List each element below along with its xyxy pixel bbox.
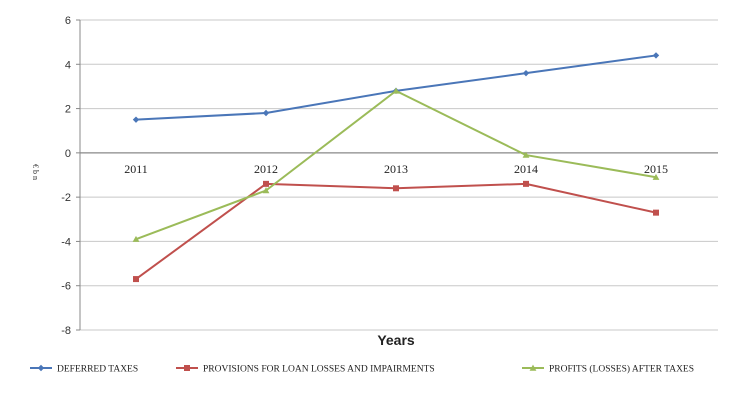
x-axis-category-labels: 2011 2012 2013 2014 2015 [124, 162, 668, 176]
y-tick-label: 0 [65, 148, 71, 160]
y-tick-label: -2 [61, 192, 71, 204]
data-point-marker [133, 276, 139, 283]
y-tick-label: -6 [61, 281, 71, 293]
data-point-marker [522, 151, 530, 158]
y-tick-label: 6 [65, 15, 71, 27]
data-point-marker [262, 109, 270, 117]
data-point-marker [392, 87, 400, 94]
data-point-marker [262, 187, 270, 194]
data-point-marker [132, 116, 140, 123]
data-point-marker [37, 364, 45, 372]
legend-item: PROVISIONS FOR LOAN LOSSES AND IMPAIRMEN… [176, 365, 435, 375]
legend-label: PROVISIONS FOR LOAN LOSSES AND IMPAIRMEN… [203, 365, 435, 375]
series-2 [133, 180, 659, 283]
legend: DEFERRED TAXES PROVISIONS FOR LOAN LOSSES… [30, 364, 694, 375]
x-category-label: 2012 [254, 162, 278, 176]
x-axis-title: Years [377, 332, 415, 348]
data-point-marker [653, 209, 659, 216]
y-tick-label: 2 [65, 104, 71, 116]
y-axis-title: € b n [31, 164, 40, 180]
data-point-marker [652, 52, 660, 59]
legend-label: DEFERRED TAXES [57, 365, 138, 375]
data-point-marker [393, 185, 399, 192]
series-lines [132, 52, 660, 283]
data-point-marker [522, 69, 530, 77]
y-tick-label: -4 [61, 236, 71, 248]
data-point-marker [263, 180, 269, 187]
x-category-label: 2013 [384, 162, 408, 176]
y-axis-ticks: 6 4 2 0 -2 -4 -6 -8 [61, 15, 80, 337]
legend-item: DEFERRED TAXES [30, 365, 138, 375]
series-line [135, 182, 657, 280]
data-point-marker [652, 173, 660, 180]
data-point-marker [184, 365, 190, 371]
data-point-marker [529, 364, 537, 371]
x-category-label: 2011 [124, 162, 148, 176]
data-point-marker [523, 180, 529, 187]
y-tick-label: -8 [61, 325, 71, 337]
legend-label: PROFITS (LOSSES) AFTER TAXES [549, 364, 694, 375]
y-tick-label: 4 [65, 59, 71, 71]
x-category-label: 2015 [644, 162, 668, 176]
data-point-marker [132, 235, 140, 242]
legend-item: PROFITS (LOSSES) AFTER TAXES [522, 364, 694, 375]
series-3 [132, 87, 660, 242]
x-category-label: 2014 [514, 162, 538, 176]
